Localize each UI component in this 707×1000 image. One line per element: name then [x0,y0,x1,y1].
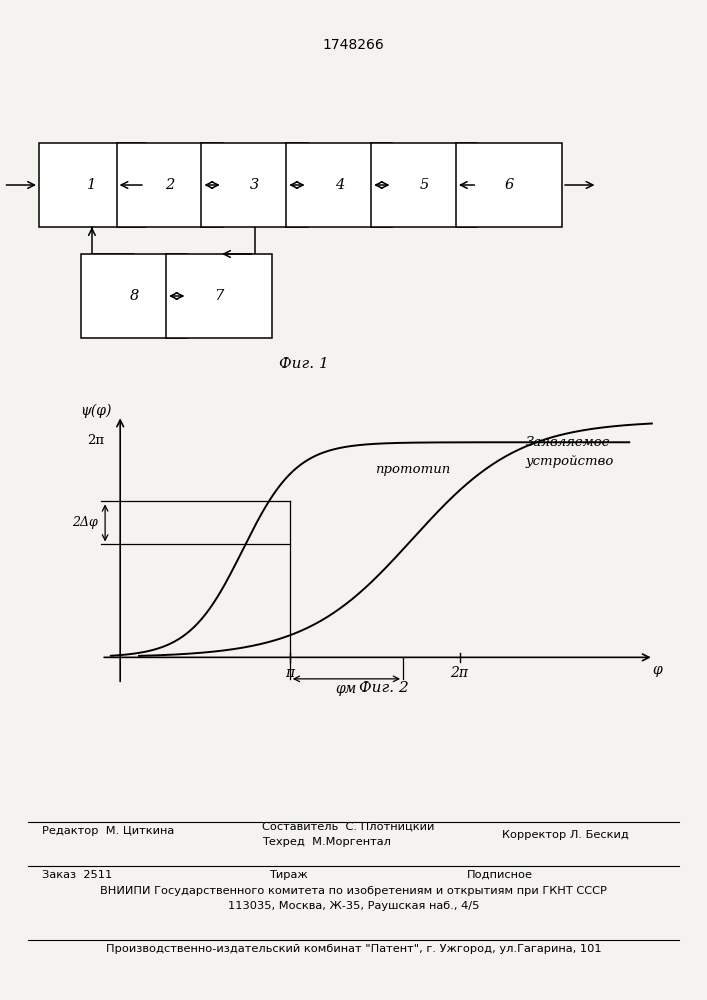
Text: Заказ  2511: Заказ 2511 [42,870,112,880]
Bar [286,143,392,227]
Text: ВНИИПИ Государственного комитета по изобретениям и открытиям при ГКНТ СССР: ВНИИПИ Государственного комитета по изоб… [100,886,607,896]
Text: Производственно-издательский комбинат "Патент", г. Ужгород, ул.Гагарина, 101: Производственно-издательский комбинат "П… [105,944,602,954]
Bar [371,143,477,227]
Text: Фиг. 1: Фиг. 1 [279,357,329,371]
Text: 6: 6 [504,178,514,192]
Text: 2: 2 [165,178,175,192]
Text: Техред  М.Моргентал: Техред М.Моргентал [262,837,390,847]
Text: ψ(φ): ψ(φ) [80,403,112,418]
Text: Фиг. 2: Фиг. 2 [359,681,409,695]
Text: 2π: 2π [87,434,104,447]
Text: Составитель  С. Плотницкий: Составитель С. Плотницкий [262,822,434,832]
Bar [166,254,272,338]
Bar [201,143,308,227]
Text: Корректор Л. Бескид: Корректор Л. Бескид [502,830,629,840]
Text: 1748266: 1748266 [322,38,385,52]
Text: устройство: устройство [525,455,614,468]
Text: 8: 8 [129,289,139,303]
Text: Подписное: Подписное [467,870,532,880]
Text: Заявляемое: Заявляемое [525,436,610,449]
Text: прототип: прототип [375,463,450,476]
Text: π: π [286,666,294,680]
Text: 7: 7 [214,289,224,303]
Text: 4: 4 [334,178,344,192]
Text: 2π: 2π [450,666,469,680]
Bar [81,254,187,338]
Bar [39,143,145,227]
Text: 5: 5 [419,178,429,192]
Text: 2Δφ: 2Δφ [72,516,98,529]
Text: 1: 1 [87,178,97,192]
Text: Тираж: Тираж [269,870,308,880]
Text: φм: φм [336,682,357,696]
Bar [117,143,223,227]
Text: 3: 3 [250,178,259,192]
Text: 113035, Москва, Ж-35, Раушская наб., 4/5: 113035, Москва, Ж-35, Раушская наб., 4/5 [228,901,479,911]
Text: Редактор  М. Циткина: Редактор М. Циткина [42,826,175,836]
Text: φ: φ [653,663,662,677]
Bar [456,143,562,227]
